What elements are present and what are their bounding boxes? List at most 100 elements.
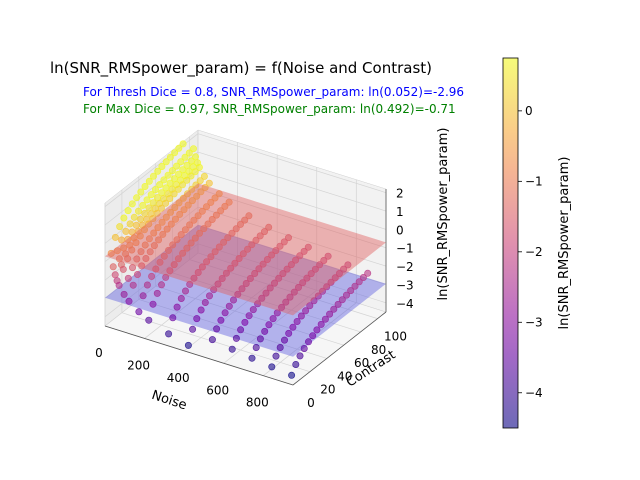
scatter-point: [268, 363, 276, 371]
scatter-point: [189, 325, 197, 333]
scatter-point: [128, 200, 136, 208]
scatter-point: [164, 171, 172, 179]
scatter-point: [200, 172, 208, 180]
scatter-point: [173, 303, 181, 311]
scatter-point: [245, 212, 253, 220]
max-plane-surface: [105, 183, 386, 316]
scatter-point: [147, 191, 155, 199]
scatter-point: [307, 270, 315, 278]
scatter-point: [109, 263, 117, 271]
scatter-point: [111, 271, 119, 279]
scatter-point: [122, 227, 130, 235]
scatter-point: [184, 341, 192, 349]
scatter-point: [237, 326, 245, 334]
scatter-point: [318, 287, 326, 295]
scatter-point: [154, 167, 162, 175]
scatter-point: [156, 258, 164, 266]
scatter-point: [116, 223, 124, 231]
scatter-point: [177, 294, 185, 302]
scatter-point: [302, 307, 310, 315]
scatter-point: [248, 241, 256, 249]
scatter-point: [124, 255, 132, 263]
grid-floor-x: [104, 252, 199, 327]
colorbar-frame: [502, 57, 519, 429]
scatter-point: [255, 265, 263, 273]
scatter-point: [344, 261, 352, 269]
scatter-point: [327, 278, 335, 286]
scatter-point: [192, 181, 200, 189]
scatter-point: [203, 203, 211, 211]
scatter-point: [149, 199, 157, 207]
scatter-point: [290, 288, 298, 296]
scatter-point: [177, 158, 185, 166]
scatter-point: [237, 220, 245, 228]
scatter-point: [162, 273, 170, 281]
scatter-point: [265, 223, 273, 231]
scatter-point: [120, 290, 128, 298]
grid-back-z: [197, 170, 387, 230]
z-tick-label: −1: [396, 242, 414, 256]
scatter-point: [254, 300, 262, 308]
scatter-point: [182, 287, 190, 295]
scatter-point: [293, 317, 301, 325]
scatter-point: [152, 265, 160, 273]
scatter-point: [141, 241, 149, 249]
scatter-point: [120, 214, 128, 222]
scatter-point: [188, 197, 196, 205]
scatter-point: [321, 315, 329, 323]
scatter-point: [150, 242, 158, 250]
scatter-point: [227, 264, 235, 272]
scatter-point: [124, 207, 132, 215]
scatter-point: [215, 243, 223, 251]
scatter-point: [228, 345, 236, 353]
scatter-point: [288, 371, 296, 379]
max-plane: [105, 183, 386, 316]
grid-back-z: [197, 188, 387, 249]
scatter-point: [260, 228, 268, 236]
scatter-point: [249, 306, 257, 314]
scatter-point: [158, 281, 166, 289]
scatter-point: [142, 255, 150, 263]
scatter-point: [201, 298, 209, 306]
scatter-point: [225, 198, 233, 206]
scatter-point: [355, 278, 363, 286]
y-tick-label: 40: [337, 370, 352, 384]
axis-lines: [104, 189, 387, 386]
scatter-point: [135, 308, 143, 316]
scatter-point: [208, 216, 216, 224]
grid-floor-y: [121, 312, 311, 373]
scatter-point: [145, 235, 153, 243]
scatter-point: [155, 236, 163, 244]
scatter-point: [251, 269, 259, 277]
grid-back-z: [197, 243, 387, 304]
scatter-point: [107, 249, 115, 257]
scatter-point: [171, 149, 179, 157]
scatter-point: [282, 298, 290, 306]
scatter-point: [137, 215, 145, 223]
scatter-point: [194, 268, 202, 276]
colorbar-tick-label: −2: [525, 245, 543, 259]
scatter-point: [262, 289, 270, 297]
thresh-annotation: For Thresh Dice = 0.8, SNR_RMSpower_para…: [83, 85, 464, 99]
scatter-point: [119, 265, 127, 273]
scatter-point: [335, 269, 343, 277]
scatter-point: [187, 239, 195, 247]
scatter-point: [130, 213, 138, 221]
scatter-point: [191, 234, 199, 242]
y-tick-label: 60: [354, 356, 369, 370]
scatter-point: [200, 225, 208, 233]
scatter-point: [314, 292, 322, 300]
grid-floor-y: [172, 272, 361, 333]
scatter-point: [311, 265, 319, 273]
z-tick-label: −2: [396, 260, 414, 274]
scatter-point: [292, 360, 300, 368]
scatter-point: [232, 334, 240, 342]
scatter-point: [246, 274, 254, 282]
scatter-point: [169, 314, 177, 322]
scatter-point: [143, 281, 151, 289]
scatter-point: [211, 194, 219, 202]
scatter-point: [245, 312, 253, 320]
scatter-point: [160, 176, 168, 184]
